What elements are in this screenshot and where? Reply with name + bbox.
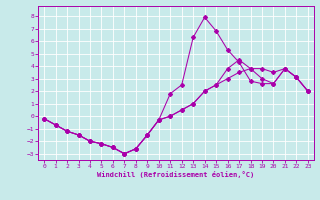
X-axis label: Windchill (Refroidissement éolien,°C): Windchill (Refroidissement éolien,°C) — [97, 171, 255, 178]
